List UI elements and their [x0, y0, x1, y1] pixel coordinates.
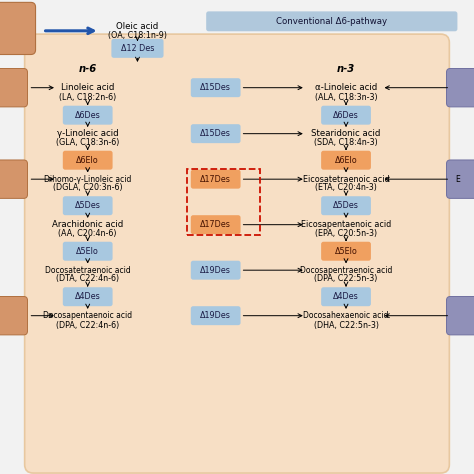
Text: n-6: n-6 [79, 64, 97, 74]
Text: Δ12 Des: Δ12 Des [121, 44, 154, 53]
Text: Docosatetraenoic acid: Docosatetraenoic acid [45, 266, 130, 274]
FancyBboxPatch shape [447, 297, 474, 335]
Text: Δ4Des: Δ4Des [75, 292, 100, 301]
Text: γ-Linoleic acid: γ-Linoleic acid [57, 129, 118, 138]
FancyBboxPatch shape [321, 287, 371, 306]
FancyBboxPatch shape [0, 297, 27, 335]
Text: Δ15Des: Δ15Des [200, 83, 231, 92]
Text: Linoleic acid: Linoleic acid [61, 83, 114, 92]
FancyBboxPatch shape [321, 151, 371, 170]
Text: (DPA, C22:5n-3): (DPA, C22:5n-3) [314, 274, 378, 283]
FancyBboxPatch shape [191, 124, 241, 143]
Text: (SDA, C18:4n-3): (SDA, C18:4n-3) [314, 138, 378, 146]
Text: α-Linoleic acid: α-Linoleic acid [315, 83, 377, 92]
FancyBboxPatch shape [321, 106, 371, 125]
Text: Δ17Des: Δ17Des [200, 220, 231, 229]
Text: Δ6Des: Δ6Des [75, 111, 100, 119]
Text: Stearidonic acid: Stearidonic acid [311, 129, 381, 138]
FancyBboxPatch shape [0, 2, 36, 55]
Text: Δ6Elo: Δ6Elo [335, 156, 357, 164]
FancyBboxPatch shape [63, 196, 112, 215]
Text: (DHA, C22:5n-3): (DHA, C22:5n-3) [313, 321, 379, 329]
Text: Δ6Elo: Δ6Elo [76, 156, 99, 164]
Text: (DPA, C22:4n-6): (DPA, C22:4n-6) [56, 321, 119, 329]
FancyBboxPatch shape [321, 196, 371, 215]
Text: (OA, C18:1n-9): (OA, C18:1n-9) [108, 31, 167, 40]
Text: Δ17Des: Δ17Des [200, 175, 231, 183]
Text: Docosapentraenoic acid: Docosapentraenoic acid [300, 266, 392, 274]
Text: E: E [455, 175, 460, 183]
Text: (GLA, C18:3n-6): (GLA, C18:3n-6) [56, 138, 119, 146]
Text: Δ4Des: Δ4Des [333, 292, 359, 301]
FancyBboxPatch shape [25, 34, 449, 473]
Text: Oleic acid: Oleic acid [116, 22, 159, 30]
FancyBboxPatch shape [63, 287, 112, 306]
FancyBboxPatch shape [206, 11, 457, 31]
Text: Δ19Des: Δ19Des [200, 311, 231, 320]
FancyBboxPatch shape [191, 170, 241, 189]
FancyBboxPatch shape [447, 69, 474, 107]
Text: Arachidonic acid: Arachidonic acid [52, 220, 123, 229]
Text: Dihomo-γ-Linoleic acid: Dihomo-γ-Linoleic acid [44, 175, 131, 183]
FancyBboxPatch shape [63, 242, 112, 261]
FancyBboxPatch shape [191, 78, 241, 97]
FancyBboxPatch shape [63, 106, 112, 125]
FancyBboxPatch shape [447, 160, 474, 198]
Text: Docosapentaenoic acid: Docosapentaenoic acid [43, 311, 132, 320]
Text: (ALA, C18:3n-3): (ALA, C18:3n-3) [315, 93, 377, 101]
Text: Conventional Δ6-pathway: Conventional Δ6-pathway [276, 17, 387, 26]
Text: (EPA, C20:5n-3): (EPA, C20:5n-3) [315, 229, 377, 237]
Text: (LA, C18:2n-6): (LA, C18:2n-6) [59, 93, 116, 101]
Text: Δ6Des: Δ6Des [333, 111, 359, 119]
Text: Δ5Elo: Δ5Elo [335, 247, 357, 255]
Text: Δ15Des: Δ15Des [200, 129, 231, 138]
Text: (ETA, C20:4n-3): (ETA, C20:4n-3) [315, 183, 377, 192]
Text: Docosahexaenoic acid: Docosahexaenoic acid [303, 311, 389, 320]
FancyBboxPatch shape [0, 69, 27, 107]
Text: Δ5Des: Δ5Des [75, 201, 100, 210]
FancyBboxPatch shape [0, 160, 27, 198]
Bar [188, 169, 260, 235]
FancyBboxPatch shape [111, 39, 164, 58]
Text: Eicosatetraenoic acid: Eicosatetraenoic acid [303, 175, 389, 183]
Text: Δ5Elo: Δ5Elo [76, 247, 99, 255]
FancyBboxPatch shape [191, 215, 241, 234]
FancyBboxPatch shape [63, 151, 112, 170]
Text: Eicosapentaenoic acid: Eicosapentaenoic acid [301, 220, 391, 229]
Text: (DTA, C22:4n-6): (DTA, C22:4n-6) [56, 274, 119, 283]
FancyBboxPatch shape [191, 306, 241, 325]
Text: Δ5Des: Δ5Des [333, 201, 359, 210]
Text: n-3: n-3 [337, 64, 355, 74]
FancyBboxPatch shape [321, 242, 371, 261]
FancyBboxPatch shape [191, 261, 241, 280]
Text: (DGLA, C20:3n-6): (DGLA, C20:3n-6) [53, 183, 122, 192]
Text: (AA, C20:4n-6): (AA, C20:4n-6) [58, 229, 117, 237]
Text: Δ19Des: Δ19Des [200, 266, 231, 274]
